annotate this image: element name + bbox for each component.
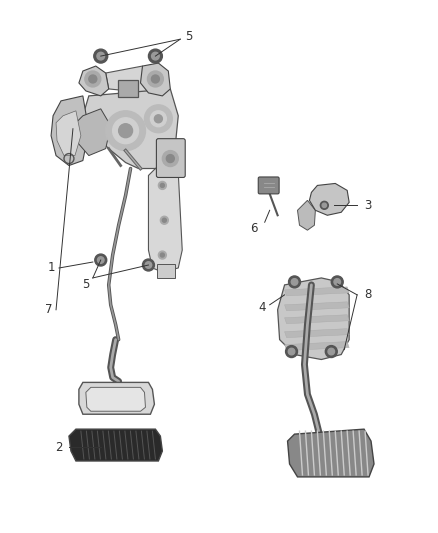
Circle shape bbox=[94, 49, 108, 63]
Circle shape bbox=[145, 105, 172, 133]
Text: 5: 5 bbox=[82, 278, 89, 292]
Circle shape bbox=[145, 262, 152, 268]
FancyBboxPatch shape bbox=[258, 177, 279, 194]
Circle shape bbox=[328, 348, 335, 355]
Polygon shape bbox=[278, 278, 349, 360]
Polygon shape bbox=[285, 302, 349, 311]
Circle shape bbox=[160, 216, 168, 224]
Circle shape bbox=[325, 345, 337, 358]
Polygon shape bbox=[86, 387, 145, 411]
Circle shape bbox=[155, 115, 162, 123]
Text: 5: 5 bbox=[185, 30, 193, 43]
Polygon shape bbox=[79, 382, 155, 414]
Circle shape bbox=[159, 251, 166, 259]
Circle shape bbox=[142, 259, 155, 271]
Polygon shape bbox=[141, 63, 170, 96]
Polygon shape bbox=[56, 111, 81, 156]
Circle shape bbox=[291, 279, 298, 285]
Circle shape bbox=[98, 257, 104, 263]
Circle shape bbox=[95, 254, 107, 266]
Polygon shape bbox=[79, 66, 109, 96]
Polygon shape bbox=[309, 183, 349, 215]
Text: 7: 7 bbox=[46, 303, 53, 316]
Circle shape bbox=[148, 71, 163, 87]
Circle shape bbox=[159, 181, 166, 189]
Circle shape bbox=[113, 118, 138, 144]
Circle shape bbox=[166, 155, 174, 163]
FancyBboxPatch shape bbox=[157, 264, 175, 278]
Polygon shape bbox=[297, 200, 315, 230]
Circle shape bbox=[152, 52, 159, 60]
Circle shape bbox=[97, 52, 105, 60]
Circle shape bbox=[85, 71, 101, 87]
Circle shape bbox=[152, 75, 159, 83]
Circle shape bbox=[106, 111, 145, 151]
Polygon shape bbox=[285, 342, 349, 351]
Circle shape bbox=[150, 111, 166, 127]
Circle shape bbox=[160, 253, 164, 257]
Circle shape bbox=[331, 276, 343, 288]
Circle shape bbox=[286, 345, 297, 358]
Polygon shape bbox=[285, 287, 349, 296]
Polygon shape bbox=[83, 89, 178, 168]
Circle shape bbox=[160, 183, 164, 188]
Text: 1: 1 bbox=[47, 262, 55, 274]
Text: 2: 2 bbox=[55, 441, 63, 454]
Circle shape bbox=[162, 218, 166, 222]
Circle shape bbox=[89, 75, 97, 83]
Circle shape bbox=[289, 276, 300, 288]
Polygon shape bbox=[51, 96, 89, 166]
Polygon shape bbox=[73, 109, 111, 156]
Text: 3: 3 bbox=[364, 199, 371, 212]
Circle shape bbox=[119, 124, 133, 138]
Circle shape bbox=[288, 348, 295, 355]
Circle shape bbox=[320, 201, 328, 209]
Circle shape bbox=[334, 279, 340, 285]
Polygon shape bbox=[148, 168, 182, 272]
Text: 8: 8 bbox=[364, 288, 371, 301]
FancyBboxPatch shape bbox=[156, 139, 185, 177]
Polygon shape bbox=[106, 66, 148, 93]
Text: 6: 6 bbox=[250, 222, 258, 235]
Circle shape bbox=[322, 203, 326, 207]
Polygon shape bbox=[288, 429, 374, 477]
Polygon shape bbox=[285, 329, 349, 337]
Circle shape bbox=[148, 49, 162, 63]
Text: 4: 4 bbox=[258, 301, 265, 314]
Circle shape bbox=[162, 151, 178, 166]
Polygon shape bbox=[285, 315, 349, 324]
Polygon shape bbox=[69, 429, 162, 461]
FancyBboxPatch shape bbox=[118, 80, 138, 97]
